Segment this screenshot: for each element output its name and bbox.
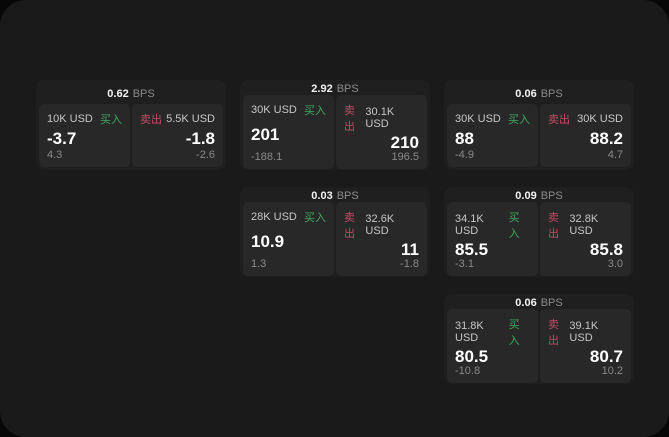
buy-price: 85.5	[455, 240, 489, 259]
buy-panel[interactable]: 31.8K USD 买入 80.5 -10.8	[447, 309, 538, 383]
sell-size-label: 5.5K USD	[166, 113, 215, 125]
bps-value: 0.09	[515, 190, 537, 202]
bps-unit-label: BPS	[540, 87, 563, 100]
sell-panel[interactable]: 卖出 32.6K USD 11 -1.8	[336, 202, 427, 276]
sell-tag: 卖出	[140, 114, 162, 126]
sell-sub-value: -1.8	[400, 258, 419, 270]
buy-tag: 买入	[508, 114, 530, 126]
bps-value: 0.03	[311, 190, 333, 202]
sell-price: 85.8	[589, 240, 623, 259]
buy-price: 88	[455, 128, 474, 148]
sell-size-label: 30.1K USD	[365, 106, 395, 130]
sell-size-label: 32.8K USD	[569, 213, 599, 237]
quote-card: 0.06 BPS 30K USD 买入 88 -4.9 卖出 30K USD	[444, 80, 634, 170]
bps-header: 0.06 BPS	[447, 297, 631, 309]
bps-header: 0.06 BPS	[447, 83, 631, 104]
buy-sub-value: 1.3	[251, 258, 267, 270]
buy-panel[interactable]: 30K USD 买入 201 -188.1	[243, 95, 334, 169]
quote-card: 0.09 BPS 34.1K USD 买入 85.5 -3.1 卖出 32.8K…	[444, 187, 634, 277]
bps-value: 0.06	[515, 297, 537, 309]
buy-price: -3.7	[47, 128, 77, 148]
buy-size-label: 10K USD	[47, 113, 93, 125]
quote-panels: 10K USD 买入 -3.7 4.3 卖出 5.5K USD -1.8 -2.…	[39, 104, 223, 167]
buy-tag: 买入	[508, 319, 520, 347]
bps-header: 0.03 BPS	[243, 190, 427, 202]
quote-panels: 34.1K USD 买入 85.5 -3.1 卖出 32.8K USD 85.8…	[447, 202, 631, 276]
buy-size-label: 31.8K USD	[455, 320, 484, 344]
sell-tag: 卖出	[548, 212, 559, 240]
buy-panel[interactable]: 28K USD 买入 10.9 1.3	[243, 202, 334, 276]
buy-price: 80.5	[455, 347, 489, 366]
sell-price: 11	[401, 240, 419, 259]
buy-sub-value: -188.1	[251, 151, 283, 163]
bps-unit-label: BPS	[540, 297, 563, 309]
buy-price: 10.9	[251, 232, 285, 251]
quote-panels: 30K USD 买入 201 -188.1 卖出 30.1K USD 210 1…	[243, 95, 427, 169]
buy-size-label: 28K USD	[251, 211, 297, 223]
sell-panel[interactable]: 卖出 39.1K USD 80.7 10.2	[540, 309, 631, 383]
bps-unit-label: BPS	[336, 190, 359, 202]
bps-header: 0.09 BPS	[447, 190, 631, 202]
sell-price: 88.2	[589, 128, 623, 148]
bps-value: 0.06	[515, 87, 537, 100]
quote-card: 0.06 BPS 31.8K USD 买入 80.5 -10.8 卖出 39.1…	[444, 294, 634, 384]
buy-tag: 买入	[304, 105, 326, 117]
buy-price: 201	[251, 125, 280, 144]
quote-card: 0.62 BPS 10K USD 买入 -3.7 4.3 卖出 5.5K USD	[36, 80, 226, 170]
bps-value: 2.92	[311, 83, 333, 95]
sell-panel[interactable]: 卖出 30K USD 88.2 4.7	[540, 104, 631, 167]
sell-sub-value: 3.0	[607, 258, 623, 270]
buy-tag: 买入	[304, 212, 326, 224]
bps-header: 0.62 BPS	[39, 83, 223, 104]
sell-panel[interactable]: 卖出 5.5K USD -1.8 -2.6	[132, 104, 223, 167]
sell-panel[interactable]: 卖出 32.8K USD 85.8 3.0	[540, 202, 631, 276]
buy-panel[interactable]: 10K USD 买入 -3.7 4.3	[39, 104, 130, 167]
quote-grid: 0.62 BPS 10K USD 买入 -3.7 4.3 卖出 5.5K USD	[36, 80, 634, 384]
quote-panels: 30K USD 买入 88 -4.9 卖出 30K USD 88.2 4.7	[447, 104, 631, 167]
quote-card: 2.92 BPS 30K USD 买入 201 -188.1 卖出 30.1K …	[240, 80, 430, 170]
bps-header: 2.92 BPS	[243, 83, 427, 95]
sell-price: 210	[390, 133, 419, 152]
sell-price: 80.7	[589, 347, 623, 366]
buy-panel[interactable]: 30K USD 买入 88 -4.9	[447, 104, 538, 167]
sell-panel[interactable]: 卖出 30.1K USD 210 196.5	[336, 95, 427, 169]
sell-size-label: 32.6K USD	[365, 213, 395, 237]
sell-size-label: 30K USD	[577, 113, 623, 125]
quote-panels: 28K USD 买入 10.9 1.3 卖出 32.6K USD 11 -1.8	[243, 202, 427, 276]
sell-sub-value: 10.2	[601, 365, 623, 377]
buy-sub-value: -10.8	[455, 365, 481, 377]
bps-unit-label: BPS	[132, 87, 155, 100]
sell-sub-value: 196.5	[391, 151, 419, 163]
bps-unit-label: BPS	[336, 83, 359, 95]
buy-sub-value: 4.3	[47, 149, 63, 161]
sell-size-label: 39.1K USD	[569, 320, 599, 344]
buy-sub-value: -4.9	[455, 149, 474, 161]
buy-tag: 买入	[100, 114, 122, 126]
sell-tag: 卖出	[548, 319, 559, 347]
quote-panels: 31.8K USD 买入 80.5 -10.8 卖出 39.1K USD 80.…	[447, 309, 631, 383]
sell-price: -1.8	[185, 128, 215, 148]
bps-unit-label: BPS	[540, 190, 563, 202]
sell-tag: 卖出	[344, 212, 355, 240]
buy-size-label: 30K USD	[251, 104, 297, 116]
quote-card: 0.03 BPS 28K USD 买入 10.9 1.3 卖出 32.6K US…	[240, 187, 430, 277]
buy-panel[interactable]: 34.1K USD 买入 85.5 -3.1	[447, 202, 538, 276]
buy-tag: 买入	[508, 212, 520, 240]
buy-size-label: 34.1K USD	[455, 213, 484, 237]
sell-tag: 卖出	[548, 114, 570, 126]
sell-tag: 卖出	[344, 105, 355, 133]
sell-sub-value: -2.6	[196, 149, 215, 161]
buy-sub-value: -3.1	[455, 258, 474, 270]
buy-size-label: 30K USD	[455, 113, 501, 125]
sell-sub-value: 4.7	[607, 149, 623, 161]
bps-value: 0.62	[107, 87, 129, 100]
